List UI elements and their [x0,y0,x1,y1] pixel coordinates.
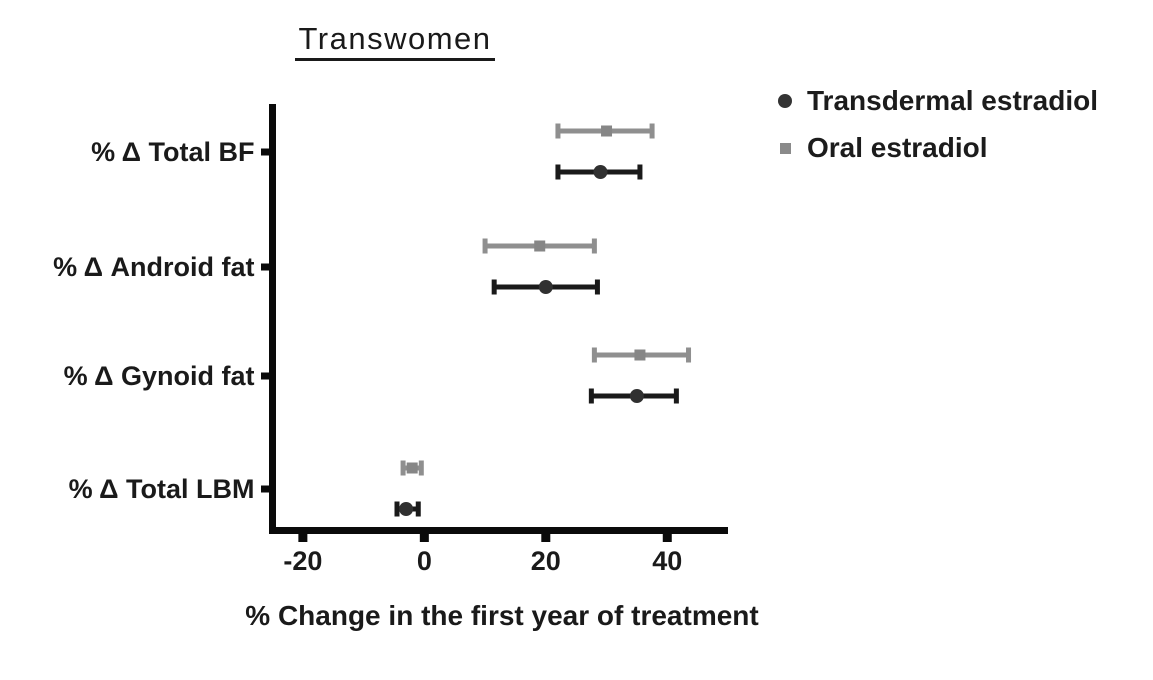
legend-item-transdermal: Transdermal estradiol [776,84,1098,118]
data-marker-circle [593,165,608,179]
error-bar-cap [673,388,679,404]
data-marker-circle [399,502,414,516]
error-bar-cap [588,388,594,404]
error-bar-cap [394,501,400,517]
legend-label-transdermal: Transdermal estradiol [807,85,1099,116]
category-label: % Δ Gynoid fat [64,361,255,391]
error-bar-cap [418,460,424,476]
x-tick-label: 0 [417,546,432,576]
error-bar-cap [649,123,655,139]
square-marker-icon [779,142,791,154]
legend-item-oral: Oral estradiol [776,131,1098,165]
x-axis-title: % Change in the first year of treatment [245,600,759,631]
x-axis-line [269,527,728,534]
x-tick-label: -20 [283,546,322,576]
figure-title-wrap: Transwomen [180,21,610,62]
y-axis-line [269,104,276,534]
error-bar-cap [686,347,692,363]
error-bar-cap [555,164,561,180]
data-marker-circle [629,389,644,403]
error-bar-cap [482,238,488,254]
legend-label-oral: Oral estradiol [807,132,988,163]
x-tick [541,534,551,542]
data-marker-square [634,349,646,361]
error-bar-cap [555,123,561,139]
x-tick [298,534,308,542]
category-label: % Δ Android fat [53,252,254,282]
figure-title: Transwomen [295,21,495,62]
error-bar-cap [591,238,597,254]
x-tick-label: 20 [531,546,561,576]
category-label: % Δ Total BF [91,137,254,167]
y-tick [261,372,269,380]
error-bar-cap [591,347,597,363]
y-tick [261,263,269,271]
error-bar-cap [491,279,497,295]
circle-marker-icon [778,94,792,108]
x-tick [419,534,429,542]
legend-marker-box [776,94,794,108]
y-tick [261,148,269,156]
error-bar-cap [637,164,643,180]
x-tick [662,534,672,542]
data-marker-square [601,125,613,137]
category-label: % Δ Total LBM [69,474,255,504]
legend: Transdermal estradiol Oral estradiol [776,84,1098,178]
data-marker-square [534,240,546,252]
error-bar-cap [594,279,600,295]
legend-marker-box [776,142,794,154]
error-bar-cap [400,460,406,476]
data-marker-circle [538,280,553,294]
data-marker-square [406,462,418,474]
y-tick [261,485,269,493]
error-bar-cap [415,501,421,517]
x-tick-label: 40 [652,546,682,576]
